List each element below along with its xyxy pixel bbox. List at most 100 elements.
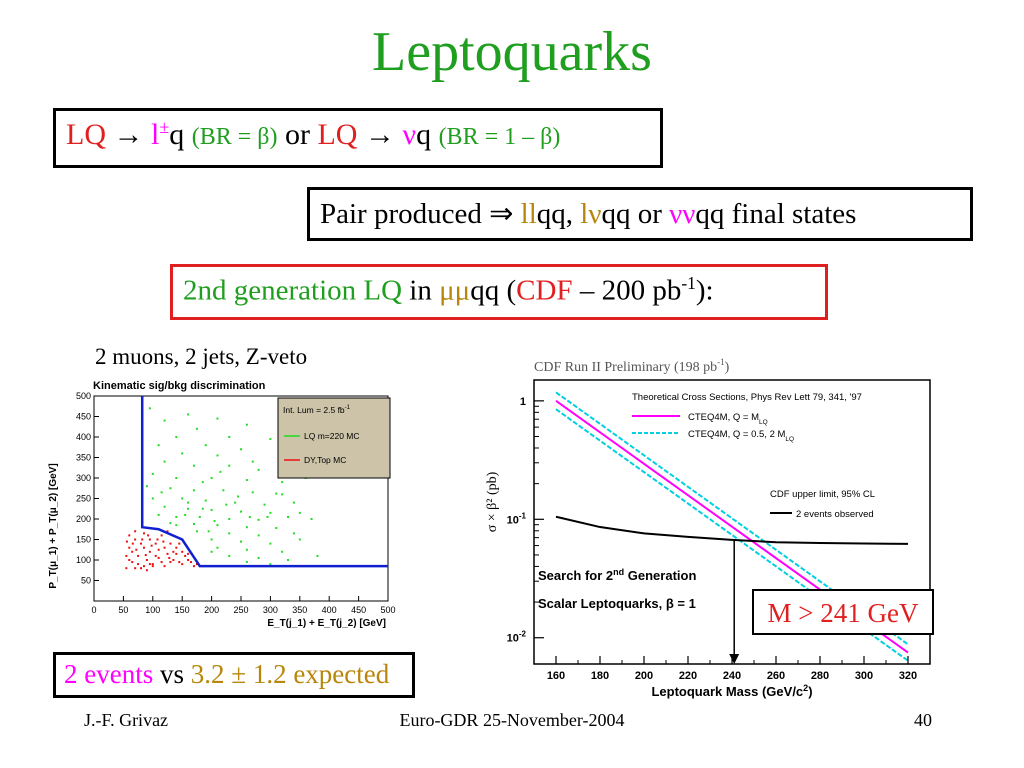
dy-top-mc-point-11 <box>163 546 166 549</box>
lq-mc-point-27 <box>192 489 195 492</box>
legend-lumi: Int. Lum = 2.5 fb-1 <box>283 405 351 415</box>
decay-modes-box: LQ → l±q (BR = β) or LQ → νq (BR = 1 – β… <box>53 108 663 168</box>
lq-mc-point-77 <box>237 495 240 498</box>
lq-mc-point-65 <box>228 554 231 557</box>
lq-mc-point-13 <box>216 454 219 457</box>
second-gen-label: 2nd generation LQ <box>183 274 403 307</box>
scatter-legend: Int. Lum = 2.5 fb-1 LQ m=220 MC DY,Top M… <box>277 397 391 479</box>
lumi-exponent: -1 <box>681 273 696 293</box>
lq-mc-point-43 <box>175 515 178 518</box>
dy-top-mc-point-21 <box>154 542 157 545</box>
scatter-ytick-label-8: 450 <box>76 412 91 422</box>
lq-mc-point-1 <box>163 419 166 422</box>
xsec-annotation-1: Search for 2nd Generation <box>538 567 696 583</box>
kinematic-scatter-plot: Kinematic sig/bkg discrimination 0 50 100 1… <box>48 376 398 646</box>
lq-mc-point-22 <box>245 479 248 482</box>
scatter-xtick-label-3: 150 <box>175 605 190 615</box>
lq-mc-point-64 <box>281 550 284 553</box>
dy-top-mc-point-1 <box>131 561 134 564</box>
dy-top-mc-point-14 <box>181 563 184 566</box>
scatter-ytick-label-0: 50 <box>81 576 91 586</box>
branching-ratio-2: (BR = 1 – β) <box>438 124 561 150</box>
dy-top-mc-point-8 <box>145 559 148 561</box>
lq-mc-point-50 <box>192 522 195 525</box>
scatter-xtick-label-7: 350 <box>292 605 307 615</box>
xsec-background <box>482 352 944 704</box>
lq-mc-point-53 <box>275 527 278 530</box>
quark-1: q <box>169 118 185 151</box>
ll-state: ll <box>520 198 537 230</box>
scatter-ytick-label-1: 100 <box>76 555 91 565</box>
lq-mc-point-18 <box>257 468 260 471</box>
dy-top-mc-point-9 <box>151 563 154 566</box>
neutrino: ν <box>402 118 417 151</box>
lq-mc-point-0 <box>148 407 151 410</box>
dy-top-mc-point-41 <box>151 565 154 568</box>
lq-mc-point-39 <box>210 508 213 511</box>
plus-minus: ± <box>159 117 170 137</box>
mass-limit-box: M > 241 GeV <box>752 589 934 635</box>
dy-top-mc-point-27 <box>190 561 193 564</box>
dy-top-mc-point-34 <box>154 554 157 557</box>
lq-mc-point-35 <box>263 503 266 506</box>
events-observed: 2 events <box>64 659 154 689</box>
xsec-legend: Theoretical Cross Sections, Phys Rev Let… <box>632 392 875 520</box>
dy-top-mc-point-17 <box>128 534 131 537</box>
lq-mc-point-19 <box>151 472 154 475</box>
mumu-state: μμ <box>439 274 471 307</box>
dy-top-mc-point-32 <box>142 546 145 549</box>
events-box: 2 events vs 3.2 ± 1.2 expected <box>53 652 415 698</box>
dy-top-mc-point-28 <box>195 563 198 566</box>
dy-top-mc-point-16 <box>192 565 195 568</box>
scatter-xtick-label-4: 200 <box>204 605 219 615</box>
lq-mc-point-80 <box>298 511 301 514</box>
lq-mc-point-59 <box>240 540 242 543</box>
dy-top-mc-point-49 <box>187 552 190 555</box>
legend-cteq-label: CTEQ4M, Q = MLQ <box>688 412 768 426</box>
lq-mc-point-63 <box>245 548 248 551</box>
lq-mc-point-79 <box>281 493 284 496</box>
dy-top-mc-point-6 <box>134 538 137 541</box>
arrow-2: → <box>364 118 395 151</box>
lq-mc-point-2 <box>187 413 190 416</box>
dy-top-mc-point-15 <box>187 559 190 561</box>
lq-mc-point-33 <box>204 499 207 502</box>
lq-mc-point-58 <box>210 538 213 541</box>
dy-top-mc-point-22 <box>160 534 163 537</box>
lq-mc-point-9 <box>157 444 160 447</box>
scatter-xlabel: E_T(j_1) + E_T(j_2) [GeV] <box>267 618 386 629</box>
lq-mc-point-31 <box>151 497 154 500</box>
lq-mc-point-60 <box>269 542 272 545</box>
legend-lq-label: LQ m=220 MC <box>304 431 360 441</box>
lq-mc-point-76 <box>201 481 204 484</box>
lq-mc-point-69 <box>245 561 248 564</box>
footer-author: J.-F. Grivaz <box>84 710 169 730</box>
scatter-title: Kinematic sig/bkg discrimination <box>93 380 266 392</box>
lq-mc-point-82 <box>175 524 178 527</box>
xsec-xtick-label-2: 200 <box>635 670 653 682</box>
scatter-xtick-label-9: 450 <box>351 605 366 615</box>
legend-dy-label: DY,Top MC <box>304 455 346 465</box>
lq-mc-point-85 <box>248 515 251 518</box>
final-states-text: qq final states <box>695 198 857 230</box>
lq-mc-point-16 <box>192 464 195 467</box>
dy-top-mc-point-51 <box>144 554 147 557</box>
lq-mc-point-78 <box>184 513 187 516</box>
dy-top-mc-point-38 <box>178 561 181 564</box>
xsec-frame <box>533 379 931 665</box>
scatter-xtick-label-8: 400 <box>322 605 337 615</box>
second-generation-box: 2nd generation LQ in μμqq (CDF – 200 pb-… <box>170 264 828 320</box>
xsec-xtick-label-8: 320 <box>899 670 917 682</box>
dy-top-mc-point-57 <box>141 538 144 541</box>
scatter-ytick-label-2: 150 <box>76 535 91 545</box>
xsec-xtick-label-0: 160 <box>547 670 565 682</box>
lq-mc-point-11 <box>240 448 242 451</box>
dy-top-mc-point-13 <box>175 552 178 555</box>
dy-top-mc-point-3 <box>142 565 145 568</box>
charged-lepton: l <box>151 118 160 151</box>
lq-mc-point-67 <box>287 559 290 561</box>
lq-mc-point-38 <box>187 507 190 510</box>
lq-mc-point-28 <box>222 489 225 492</box>
xsec-ylabel: σ × β² (pb) <box>485 471 500 532</box>
lq-label-2: LQ <box>317 118 358 151</box>
